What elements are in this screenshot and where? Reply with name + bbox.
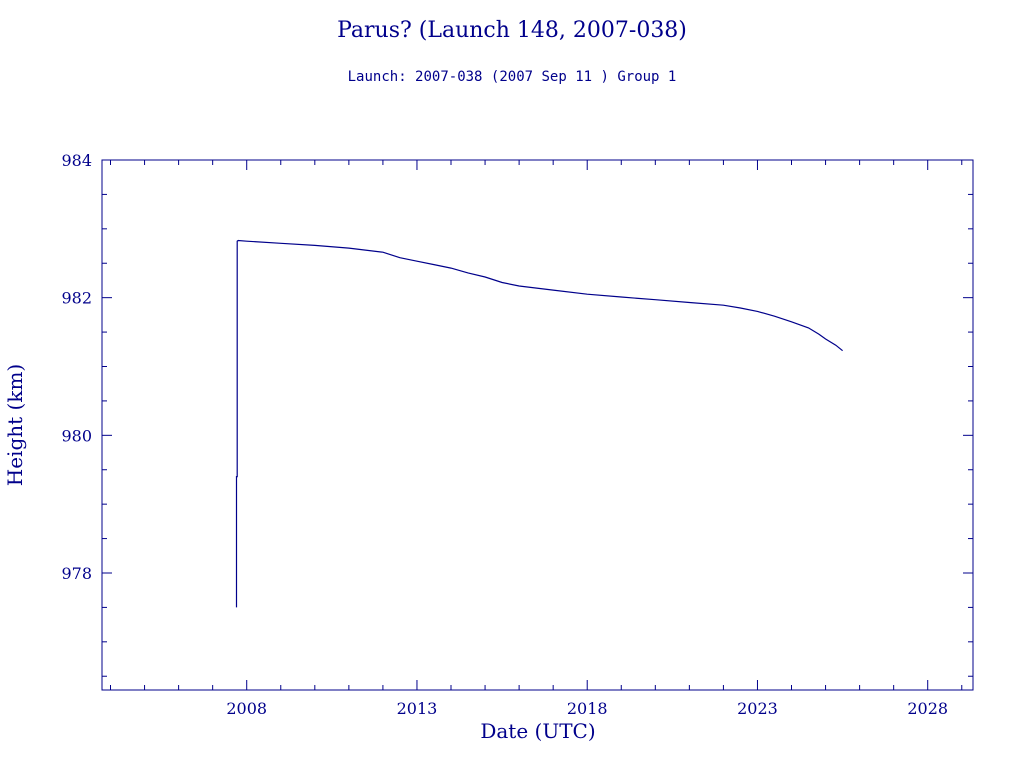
y-tick-label: 980 (61, 426, 92, 445)
x-tick-label: 2023 (737, 699, 778, 718)
x-tick-label: 2018 (567, 699, 608, 718)
y-tick-label: 982 (61, 289, 92, 308)
chart-title: Parus? (Launch 148, 2007-038) (337, 18, 687, 43)
series-group (235, 239, 843, 608)
height-series-line-0 (235, 239, 843, 608)
x-tick-label: 2008 (226, 699, 267, 718)
plot-frame (101, 159, 974, 691)
x-tick-label: 2013 (397, 699, 438, 718)
y-tick-label: 978 (61, 564, 92, 583)
y-axis-label: Height (km) (3, 364, 27, 486)
tick-labels: 2008 2013 2018 2023 2028 978 980 982 984 (61, 151, 948, 718)
y-tick-label: 984 (61, 151, 92, 170)
chart-subtitle: Launch: 2007-038 (2007 Sep 11 ) Group 1 (348, 69, 677, 85)
x-tick-label: 2028 (907, 699, 948, 718)
x-axis-label: Date (UTC) (480, 719, 595, 743)
axis-ticks (102, 159, 973, 690)
